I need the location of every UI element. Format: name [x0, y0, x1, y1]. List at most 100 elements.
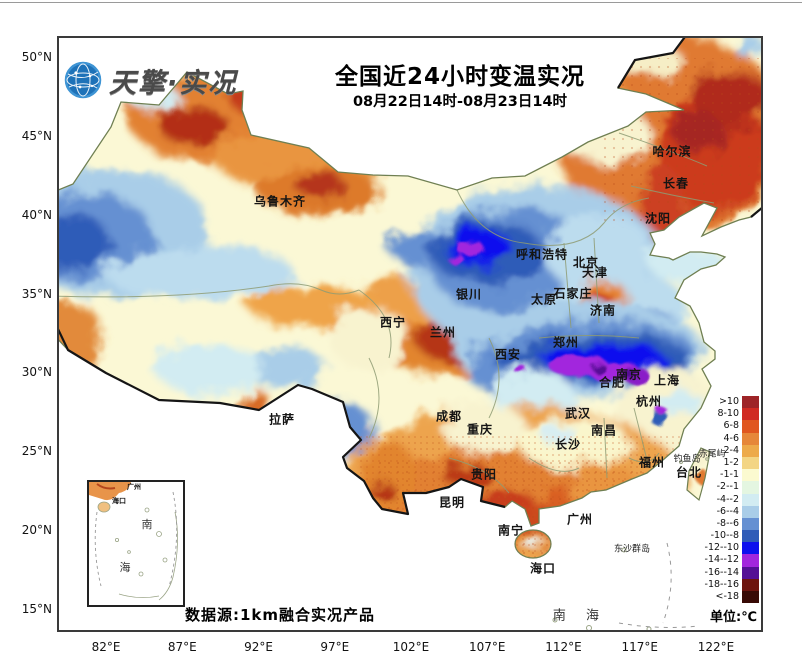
legend-row: -6--4 [705, 505, 759, 518]
legend-row-label: -6--4 [716, 505, 739, 517]
map-label: 钓鱼岛 [673, 454, 701, 465]
legend-row-label: -8--6 [716, 517, 739, 529]
lon-tick-label: 92°E [244, 640, 273, 654]
legend-row-label: -4--2 [716, 493, 739, 505]
lon-tick-label: 87°E [167, 640, 197, 654]
map-label: 杭州 [635, 394, 663, 409]
legend-row-label: -18--16 [704, 578, 739, 590]
map-labels-layer: 哈尔滨 长春 沈阳 乌鲁木齐 呼和浩特 北京 天津 太原 石家庄 济南 郑州 西安 银川 西宁 兰州 拉萨 成都… [59, 38, 761, 630]
map-label: 东沙群岛 [613, 544, 651, 555]
legend-row: 1-2 [705, 456, 759, 470]
map-label: 南宁 [497, 523, 525, 538]
logo: 天擎·实况 [63, 60, 237, 100]
legend-row: 2-4 [705, 444, 759, 457]
map-label: 贵阳 [470, 467, 498, 482]
map-label: 武汉 [564, 406, 592, 421]
legend-row: 4-6 [705, 432, 759, 445]
map-label: 长春 [662, 176, 690, 191]
legend-color-swatch [742, 591, 759, 604]
legend-color-swatch [742, 566, 759, 579]
map-title: 全国近24小时变温实况 [334, 64, 585, 90]
lon-tick-label: 97°E [320, 640, 350, 654]
legend-row-label: -16--14 [704, 566, 739, 578]
legend-color-swatch [742, 530, 759, 543]
legend-row-label: <-18 [715, 591, 739, 602]
legend-row-label: -14--12 [704, 554, 739, 566]
inset-label: 海 [119, 561, 131, 574]
source-note: 数据源:1km融合实况产品 [185, 606, 376, 624]
map-label: 南昌 [590, 423, 618, 438]
lon-tick-label: 112°E [545, 640, 582, 654]
legend-color-swatch [742, 505, 759, 518]
lon-tick-label: 102°E [392, 640, 430, 654]
legend-row-label: -10--8 [710, 530, 739, 542]
legend-row: >10 [705, 396, 759, 409]
legend-row: -2--1 [705, 481, 759, 494]
legend-row: -10--8 [705, 530, 759, 543]
map-label: 海口 [529, 561, 557, 576]
legend-color-swatch [742, 420, 759, 433]
legend-color-swatch [742, 456, 759, 470]
top-divider [0, 2, 802, 3]
map-label: 郑州 [552, 335, 580, 350]
legend-row-label: 6-8 [723, 420, 739, 432]
legend-color-swatch [742, 578, 759, 591]
legend-row-label: 4-6 [723, 432, 739, 444]
legend-color-swatch [742, 554, 759, 567]
map-frame: 天擎·实况 全国近24小时变温实况 08月22日14时-08月23日14时 哈尔… [57, 36, 763, 632]
map-label: 南京 [615, 367, 643, 382]
lat-tick-label: 30°N [21, 365, 52, 380]
inset-label: 海口 [112, 497, 126, 505]
map-label: 哈尔滨 [652, 144, 692, 159]
legend-row: -12--10 [705, 542, 759, 555]
inset-map-canvas [89, 482, 178, 601]
lat-tick-label: 25°N [21, 444, 52, 459]
map-label: 西宁 [379, 315, 407, 330]
legend-row-label: 8-10 [717, 408, 739, 420]
globe-logo-icon [64, 61, 102, 99]
legend-row: -8--6 [705, 517, 759, 531]
legend-color-swatch [742, 432, 759, 445]
legend-row-label: -1-1 [720, 469, 739, 481]
legend-row-label: 2-4 [723, 444, 739, 456]
map-label: 南 海 [552, 608, 608, 624]
map-label: 太原 [530, 292, 558, 307]
map-label: 银川 [455, 287, 483, 302]
legend-row-label: 1-2 [723, 456, 739, 468]
map-label: 上海 [653, 373, 681, 388]
lon-tick-label: 117°E [621, 640, 659, 654]
map-label: 台北 [675, 465, 703, 480]
lat-tick-label: 50°N [21, 50, 52, 64]
legend-row: -14--12 [704, 554, 759, 567]
legend-row: <-18 [705, 591, 759, 604]
lat-tick-label: 45°N [21, 128, 52, 143]
map-label: 呼和浩特 [515, 247, 569, 262]
map-label: 济南 [589, 303, 617, 318]
legend: >10 8-10 6-8 4-6 2-4 1-2 -1-1 -2--1 -4--2 -6--4 -8… [705, 396, 759, 625]
map-label: 北京 [572, 255, 600, 270]
legend-row-label: -2--1 [716, 481, 739, 493]
map-label: 石家庄 [553, 286, 593, 301]
map-label: 重庆 [466, 422, 494, 437]
legend-color-swatch [742, 444, 759, 457]
lon-tick-label: 122°E [697, 640, 735, 654]
china-temperature-map-canvas [59, 38, 761, 630]
map-subtitle: 08月22日14时-08月23日14时 [352, 94, 568, 110]
legend-row: 8-10 [705, 408, 759, 421]
map-label: 成都 [435, 409, 463, 424]
inset-label: 广州 [127, 483, 141, 491]
map-label: 天津 [581, 265, 609, 280]
legend-row: 6-8 [705, 420, 759, 433]
legend-row-label: >10 [718, 396, 739, 407]
map-label: 赤尾屿 [698, 449, 726, 460]
map-label: 拉萨 [268, 412, 296, 427]
map-label: 合肥 [598, 375, 626, 390]
legend-row: -18--16 [704, 578, 759, 591]
logo-text: 天擎·实况 [109, 67, 238, 99]
map-label: 沈阳 [644, 211, 672, 226]
legend-color-swatch [742, 481, 759, 494]
legend-color-swatch [742, 469, 759, 482]
legend-color-swatch [742, 493, 759, 506]
lon-tick-label: 82°E [91, 640, 121, 654]
